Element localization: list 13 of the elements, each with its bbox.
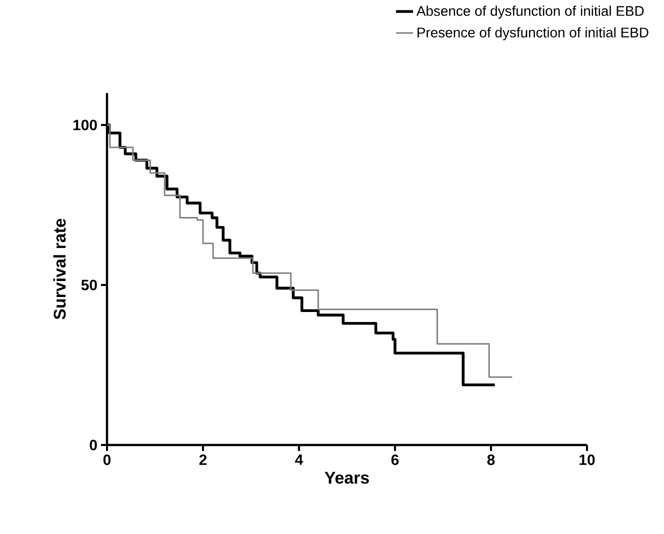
y-tick-label: 100: [74, 120, 97, 130]
x-tick-label: 6: [391, 454, 399, 466]
legend-label: Absence of dysfunction of initial EBD: [416, 6, 644, 19]
legend-label: Presence of dysfunction of initial EBD: [418, 27, 648, 40]
x-tick-label: 10: [580, 454, 595, 466]
y-tick-label: 50: [81, 280, 97, 290]
x-tick-label: 0: [103, 454, 111, 466]
y-axis-title: Survival rate: [53, 218, 66, 320]
x-tick-label: 2: [199, 454, 207, 465]
x-axis-title: Years: [324, 472, 369, 484]
x-tick-label: 4: [295, 454, 304, 465]
x-tick-label: 8: [487, 454, 495, 466]
y-tick-label: 0: [90, 440, 97, 450]
